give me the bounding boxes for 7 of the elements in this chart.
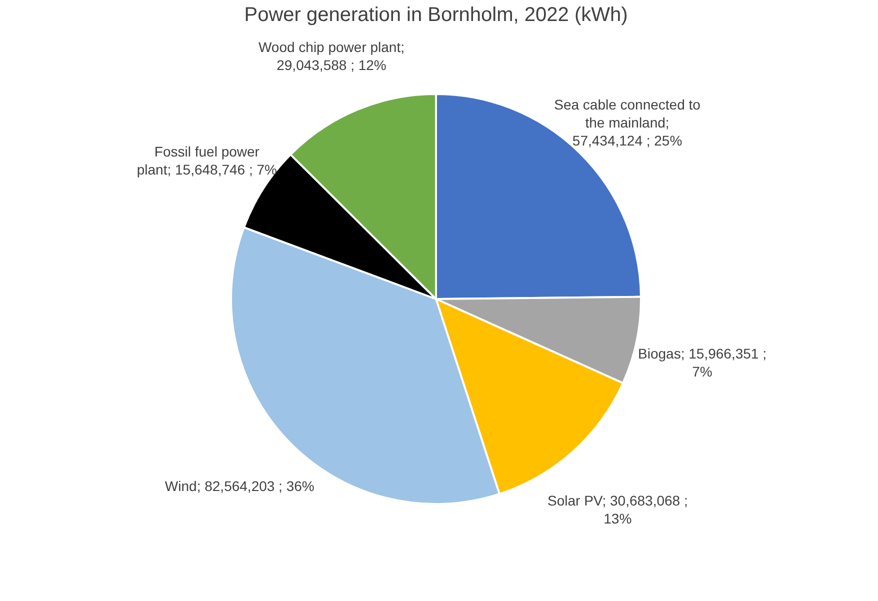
- slice-label: Fossil fuel power plant; 15,648,746 ; 7%: [136, 143, 277, 178]
- slice-label: Sea cable connected to the mainland; 57,434,124 ; 25%: [554, 96, 701, 149]
- slice-label: Biogas; 15,966,351 ; 7%: [638, 346, 766, 380]
- slice-label: Wood chip power plant; 29,043,588 ; 12%: [258, 38, 405, 73]
- slice-label: Wind; 82,564,203 ; 36%: [164, 478, 314, 494]
- chart-title: Power generation in Bornholm, 2022 (kWh): [244, 4, 628, 26]
- slice-label: Solar PV; 30,683,068 ; 13%: [547, 492, 688, 526]
